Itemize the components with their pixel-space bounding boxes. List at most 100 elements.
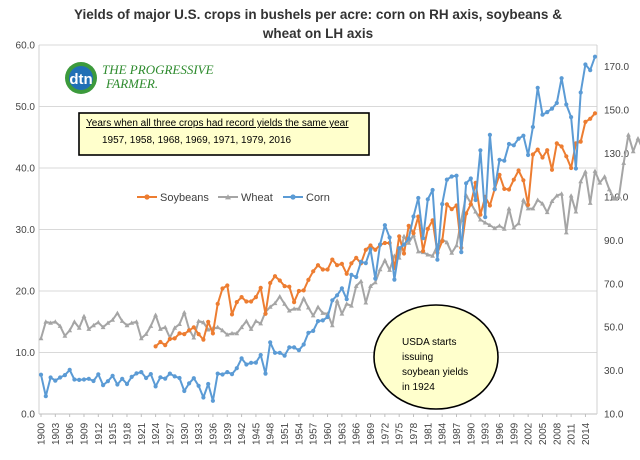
- soybeans-point: [311, 269, 316, 274]
- soybeans-point: [201, 337, 206, 342]
- corn-point: [163, 376, 168, 381]
- wheat-point: [425, 252, 431, 257]
- corn-point: [220, 372, 225, 377]
- wheat-point: [478, 217, 483, 222]
- wheat-point: [372, 279, 378, 285]
- soybeans-point: [330, 257, 335, 262]
- soybeans-point: [182, 332, 187, 337]
- usda-note-line-1: USDA starts: [402, 337, 456, 348]
- wheat-point: [530, 206, 536, 211]
- x-tick-label: 1912: [94, 422, 105, 445]
- corn-point: [115, 382, 120, 387]
- corn-point: [349, 272, 354, 277]
- soybeans-point: [382, 240, 387, 246]
- wheat-point: [95, 319, 101, 325]
- soybeans-point: [540, 155, 545, 160]
- corn-point: [521, 133, 526, 138]
- corn-point: [167, 371, 172, 376]
- corn-point: [124, 381, 130, 387]
- corn-point: [440, 202, 445, 207]
- wheat-point: [454, 243, 459, 248]
- progressive-farmer-logo: dtn THE PROGRESSIVE FARMER.: [65, 62, 214, 94]
- corn-point: [545, 110, 550, 115]
- soybeans-point: [535, 147, 540, 152]
- soybeans-point: [516, 168, 521, 173]
- wheat-point: [487, 222, 493, 227]
- corn-point: [244, 362, 249, 367]
- x-tick-label: 1900: [37, 422, 48, 445]
- soybeans-point: [554, 141, 559, 146]
- wheat-point: [239, 324, 244, 330]
- wheat-point: [301, 295, 307, 301]
- corn-point: [421, 236, 426, 241]
- wheat-point: [129, 320, 135, 325]
- usda-note-line-2: issuing: [402, 352, 433, 363]
- soybeans-point: [521, 178, 526, 183]
- x-tick-label: 2008: [552, 422, 563, 445]
- soybeans-point: [215, 301, 220, 306]
- corn-point: [129, 374, 134, 379]
- wheat-point: [626, 132, 631, 137]
- wheat-point: [406, 240, 412, 245]
- wheat-point: [244, 318, 249, 323]
- wheat-point: [597, 180, 603, 185]
- wheat-point: [76, 325, 82, 330]
- wheat-point: [511, 225, 517, 230]
- x-tick-label: 1942: [237, 422, 248, 445]
- wheat-point: [339, 311, 345, 316]
- corn-point: [134, 371, 139, 376]
- soybeans-point: [158, 339, 163, 345]
- corn-point: [58, 375, 63, 380]
- soybeans-point: [406, 223, 411, 228]
- soybeans-point: [167, 336, 172, 342]
- soybeans-point: [320, 267, 325, 272]
- x-tick-label: 2002: [524, 422, 535, 445]
- corn-point: [182, 388, 187, 394]
- wheat-point: [387, 267, 392, 272]
- soybeans-point: [325, 267, 330, 272]
- wheat-point: [181, 310, 187, 315]
- soybeans-point: [206, 319, 211, 324]
- corn-point: [535, 85, 540, 90]
- right-tick-label: 50.0: [604, 323, 624, 334]
- wheat-point: [497, 223, 502, 228]
- wheat-point: [315, 304, 321, 309]
- corn-point: [378, 242, 383, 247]
- corn-point: [430, 187, 435, 193]
- corn-point: [172, 374, 177, 379]
- wheat-point: [115, 310, 120, 315]
- soybeans-point: [272, 274, 278, 279]
- soybeans-point: [258, 285, 263, 290]
- wheat-point: [525, 206, 531, 211]
- corn-point: [454, 173, 459, 178]
- corn-point: [225, 370, 230, 375]
- corn-point: [196, 383, 201, 388]
- x-tick-label: 1945: [251, 422, 262, 445]
- wheat-point: [267, 304, 273, 309]
- corn-point: [406, 236, 411, 241]
- corn-point: [387, 235, 392, 240]
- wheat-point: [573, 209, 579, 214]
- wheat-point: [583, 169, 588, 174]
- corn-point: [72, 377, 77, 382]
- wheat-point: [563, 230, 569, 235]
- wheat-point: [473, 209, 478, 214]
- corn-point: [144, 375, 149, 381]
- brand-line-1: THE PROGRESSIVE: [102, 62, 214, 77]
- brand-line-2: FARMER.: [105, 76, 158, 91]
- x-tick-label: 1915: [108, 422, 119, 445]
- wheat-point: [224, 332, 230, 337]
- soybeans-point: [530, 152, 536, 157]
- wheat-point: [592, 168, 598, 173]
- chart-title-line-1: Yields of major U.S. crops in bushels pe…: [74, 7, 562, 22]
- left-tick-label: 0.0: [21, 410, 35, 421]
- right-tick-label: 90.0: [604, 236, 624, 247]
- soybeans-point: [301, 288, 306, 293]
- usda-note-line-3: soybean yields: [402, 367, 468, 378]
- corn-point: [358, 259, 364, 264]
- wheat-point: [253, 318, 259, 323]
- legend-item-corn: Corn: [283, 192, 330, 204]
- corn-point: [272, 350, 278, 355]
- corn-point: [344, 297, 349, 302]
- wheat-point: [282, 301, 287, 306]
